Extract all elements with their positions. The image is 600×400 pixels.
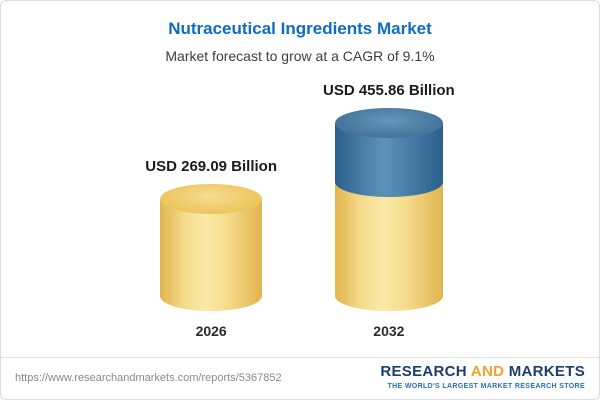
cylinder-2026 bbox=[160, 184, 263, 311]
cylinder-body-gold bbox=[160, 199, 263, 311]
bar-group-2026: USD 269.09 Billion 2026 bbox=[145, 158, 277, 339]
year-label-2026: 2026 bbox=[195, 323, 227, 339]
footer: https://www.researchandmarkets.com/repor… bbox=[1, 357, 599, 399]
value-label-2026: USD 269.09 Billion bbox=[145, 158, 277, 175]
page-title: Nutraceutical Ingredients Market bbox=[168, 19, 432, 38]
chart-subtitle: Market forecast to grow at a CAGR of 9.1… bbox=[165, 48, 435, 64]
brand-name-and: AND bbox=[470, 363, 505, 381]
brand-name-research: RESEARCH bbox=[380, 363, 467, 381]
brand-tagline: THE WORLD'S LARGEST MARKET RESEARCH STOR… bbox=[387, 382, 585, 390]
brand-name: RESEARCH AND MARKETS bbox=[380, 364, 585, 381]
bar-group-2032: USD 455.86 Billion 2032 bbox=[323, 82, 455, 339]
year-label-2032: 2032 bbox=[373, 323, 405, 339]
brand-name-markets: MARKETS bbox=[508, 363, 585, 381]
cylinder-base-segment-gold bbox=[334, 182, 443, 311]
value-label-2032: USD 455.86 Billion bbox=[323, 82, 455, 99]
chart-area: USD 269.09 Billion 2026 USD 455.86 Billi… bbox=[1, 64, 599, 357]
cylinder-top-cap-blue bbox=[334, 108, 443, 138]
cylinder-top-cap-gold bbox=[160, 184, 263, 214]
cylinder-2032 bbox=[334, 108, 443, 311]
footer-url: https://www.researchandmarkets.com/repor… bbox=[15, 371, 282, 384]
brand-logo: RESEARCH AND MARKETS THE WORLD'S LARGEST… bbox=[380, 364, 585, 390]
